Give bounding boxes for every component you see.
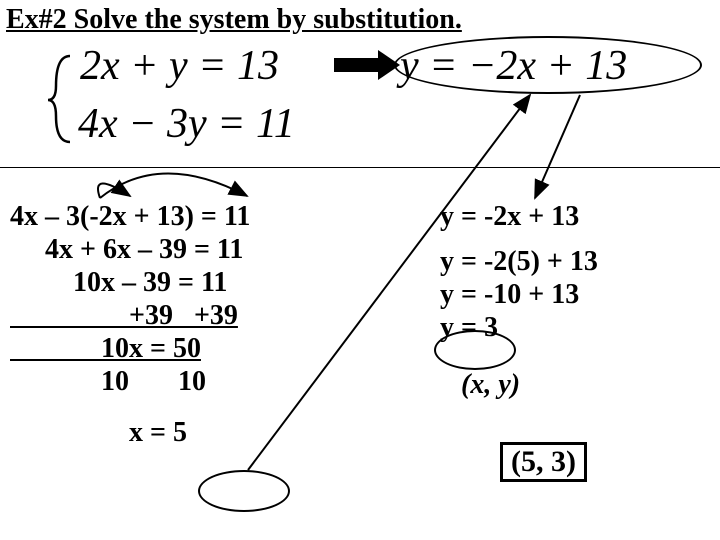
circle-x-answer: [198, 470, 290, 512]
arc-arrow-icon: [100, 173, 247, 198]
equation-2: 4x − 3y = 11: [78, 100, 295, 148]
page-title: Ex#2 Solve the system by substitution.: [6, 4, 462, 36]
equation-1: 2x + y = 13: [80, 42, 279, 90]
arrow-rhs-to-work: [535, 95, 580, 198]
circle-y-answer: [434, 330, 516, 370]
thick-arrow-icon: [334, 50, 400, 80]
brace-icon: [48, 56, 70, 142]
work-line: y = -2x + 13: [440, 200, 598, 233]
work-line: +39 +39: [10, 299, 250, 332]
work-line: 4x + 6x – 39 = 11: [10, 233, 250, 266]
circle-rhs-equation: [394, 36, 702, 94]
work-result-x: x = 5: [10, 416, 250, 449]
work-line: y = -10 + 13: [440, 278, 598, 311]
xy-label: (x, y): [440, 368, 598, 401]
divider: [0, 167, 720, 168]
work-line: 10x = 50: [10, 332, 250, 365]
work-solve-y: y = -2x + 13 y = -2(5) + 13 y = -10 + 13…: [440, 200, 598, 401]
work-line: 10x – 39 = 11: [10, 266, 250, 299]
work-line: 10 10: [10, 365, 250, 398]
work-line: 4x – 3(-2x + 13) = 11: [10, 200, 250, 233]
answer-box: (5, 3): [500, 442, 587, 482]
arc-arrow-icon: [98, 183, 130, 198]
work-solve-x: 4x – 3(-2x + 13) = 11 4x + 6x – 39 = 11 …: [10, 200, 250, 449]
work-line: y = -2(5) + 13: [440, 245, 598, 278]
